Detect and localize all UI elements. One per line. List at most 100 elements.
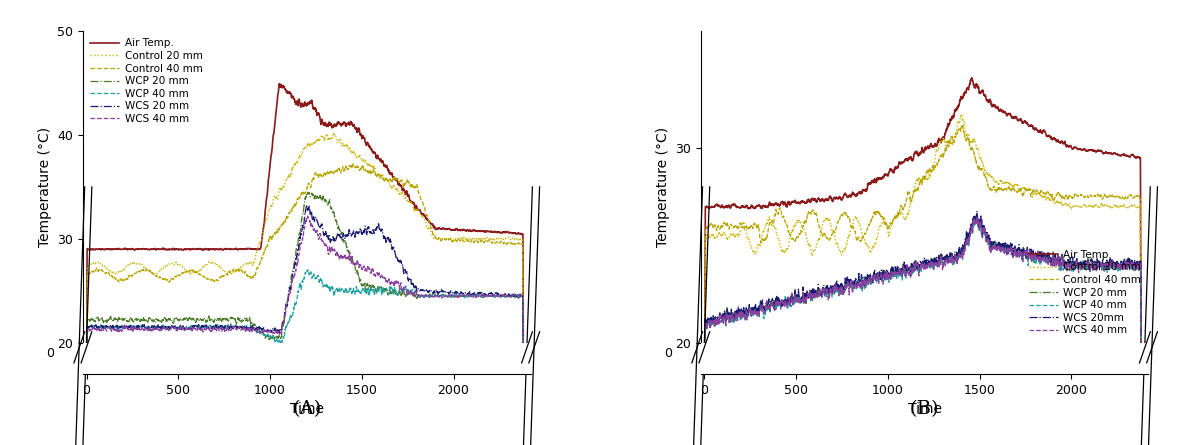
WCP 20 mm	[79, 416, 94, 421]
WCS 40 mm	[731, 313, 745, 318]
Legend: Air Temp., Control 20 mm, Control 40 mm, WCP 20 mm, WCP 40 mm, WCS 20 mm, WCS 40: Air Temp., Control 20 mm, Control 40 mm,…	[88, 36, 205, 126]
Line: WCS 40 mm: WCS 40 mm	[86, 216, 523, 424]
WCS 40 mm	[128, 325, 142, 331]
WCP 20 mm	[895, 267, 909, 273]
Control 40 mm	[758, 238, 772, 243]
Air Temp.	[895, 160, 909, 166]
Air Temp.	[731, 204, 745, 210]
Legend: Air Temp., Control 20 mm, Control 40 mm, WCP 20 mm, WCP 40 mm, WCS 20mm, WCS 40 : Air Temp., Control 20 mm, Control 40 mm,…	[1027, 248, 1144, 337]
Control 20 mm	[745, 247, 759, 252]
WCS 40 mm	[1068, 267, 1082, 273]
Control 20 mm	[128, 261, 142, 266]
Air Temp.	[140, 247, 154, 252]
Control 40 mm	[450, 238, 464, 243]
WCP 20 mm	[450, 293, 464, 298]
WCP 40 mm	[970, 213, 984, 218]
WCP 40 mm	[278, 329, 292, 335]
Air Temp.	[91, 246, 105, 251]
Air Temp.	[709, 202, 723, 207]
Air Temp.	[516, 337, 530, 342]
Control 20 mm	[114, 269, 128, 274]
WCS 20mm	[970, 208, 984, 214]
WCS 40 mm	[79, 421, 94, 426]
WCP 40 mm	[1134, 381, 1148, 386]
Line: WCP 20 mm: WCP 20 mm	[704, 215, 1141, 445]
Control 40 mm	[516, 364, 530, 369]
Control 40 mm	[955, 123, 970, 128]
WCS 40 mm	[301, 214, 315, 219]
Text: (A): (A)	[292, 400, 321, 418]
WCS 20 mm	[516, 402, 530, 407]
WCP 40 mm	[79, 421, 94, 426]
Control 40 mm	[278, 219, 292, 225]
Air Temp.	[965, 75, 979, 81]
Y-axis label: Temperature (°C): Temperature (°C)	[38, 127, 52, 247]
WCS 20mm	[758, 305, 772, 310]
Control 40 mm	[79, 410, 94, 416]
Control 40 mm	[346, 162, 360, 167]
WCS 20mm	[745, 306, 759, 311]
WCS 40 mm	[895, 269, 909, 274]
Line: Control 40 mm: Control 40 mm	[86, 164, 523, 413]
WCP 20 mm	[970, 213, 984, 218]
WCS 20mm	[1068, 260, 1082, 266]
WCS 40 mm	[140, 327, 154, 332]
Control 40 mm	[91, 268, 105, 273]
Air Temp.	[128, 247, 142, 253]
WCP 40 mm	[745, 307, 759, 312]
Line: Control 20 mm: Control 20 mm	[86, 134, 523, 409]
Control 40 mm	[140, 267, 154, 273]
WCS 40 mm	[114, 327, 128, 332]
Control 40 mm	[128, 271, 142, 276]
Line: Air Temp.: Air Temp.	[86, 84, 523, 400]
Control 20 mm	[758, 226, 772, 231]
Line: Control 20 mm: Control 20 mm	[704, 115, 1141, 445]
Text: (B): (B)	[909, 400, 939, 418]
WCS 40 mm	[709, 320, 723, 325]
Air Temp.	[745, 204, 759, 209]
X-axis label: Time: Time	[290, 402, 323, 416]
Line: Air Temp.: Air Temp.	[704, 78, 1141, 445]
Control 20 mm	[140, 266, 154, 271]
WCP 20 mm	[516, 403, 530, 408]
WCS 20 mm	[278, 310, 292, 316]
WCS 20mm	[731, 308, 745, 313]
Air Temp.	[272, 81, 287, 86]
WCS 40 mm	[1134, 377, 1148, 382]
Control 20 mm	[327, 131, 341, 136]
Air Temp.	[758, 203, 772, 209]
Control 20 mm	[516, 362, 530, 367]
Air Temp.	[1134, 384, 1148, 390]
WCP 20 mm	[758, 306, 772, 311]
Line: Control 40 mm: Control 40 mm	[704, 125, 1141, 445]
Air Temp.	[278, 87, 292, 92]
WCP 20 mm	[1068, 263, 1082, 269]
Text: 0: 0	[664, 347, 671, 360]
Air Temp.	[1068, 145, 1082, 150]
WCP 20 mm	[128, 318, 142, 324]
WCP 40 mm	[114, 325, 128, 331]
Control 40 mm	[745, 224, 759, 229]
WCS 20 mm	[79, 421, 94, 426]
WCP 20 mm	[1134, 377, 1148, 382]
Control 20 mm	[1068, 204, 1082, 209]
Control 20 mm	[1134, 423, 1148, 428]
WCS 40 mm	[278, 312, 292, 318]
Line: WCP 40 mm: WCP 40 mm	[704, 215, 1141, 445]
WCP 40 mm	[516, 402, 530, 408]
WCS 40 mm	[758, 308, 772, 314]
Control 40 mm	[731, 225, 745, 230]
Air Temp.	[114, 247, 128, 252]
WCP 20 mm	[91, 317, 105, 322]
Control 40 mm	[895, 206, 909, 212]
Line: WCS 20mm: WCS 20mm	[704, 211, 1141, 445]
WCP 20 mm	[731, 312, 745, 317]
WCS 40 mm	[450, 293, 464, 298]
WCP 40 mm	[91, 324, 105, 330]
WCS 40 mm	[91, 326, 105, 332]
Y-axis label: Temperature (°C): Temperature (°C)	[656, 127, 670, 247]
Control 20 mm	[91, 260, 105, 265]
WCP 20 mm	[140, 318, 154, 324]
Control 20 mm	[278, 182, 292, 187]
WCS 20mm	[709, 321, 723, 326]
